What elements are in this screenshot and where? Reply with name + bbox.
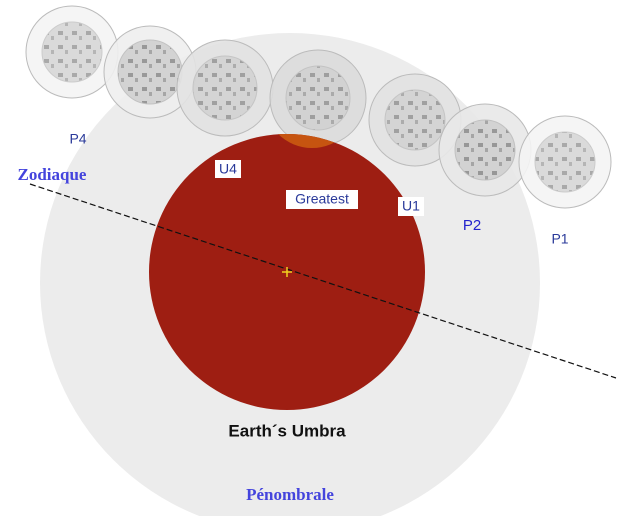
contact-label: P1	[551, 231, 568, 247]
moon-path	[25, 5, 612, 209]
center-mark	[282, 267, 292, 277]
contact-label: U4	[219, 161, 237, 177]
ecliptic	[29, 183, 617, 379]
greatest-label: Greatest	[295, 191, 349, 207]
contact-label: P4	[69, 131, 86, 147]
zodiac-label: Zodiaque	[18, 165, 87, 184]
penumbra-label: Pénombrale	[246, 485, 334, 504]
contact-label: P2	[463, 217, 481, 234]
label-box	[286, 190, 358, 209]
label-box	[215, 160, 241, 178]
umbra-label: Earth´s Umbra	[228, 421, 346, 440]
label-box	[398, 197, 424, 216]
contact-label: U1	[402, 198, 420, 214]
